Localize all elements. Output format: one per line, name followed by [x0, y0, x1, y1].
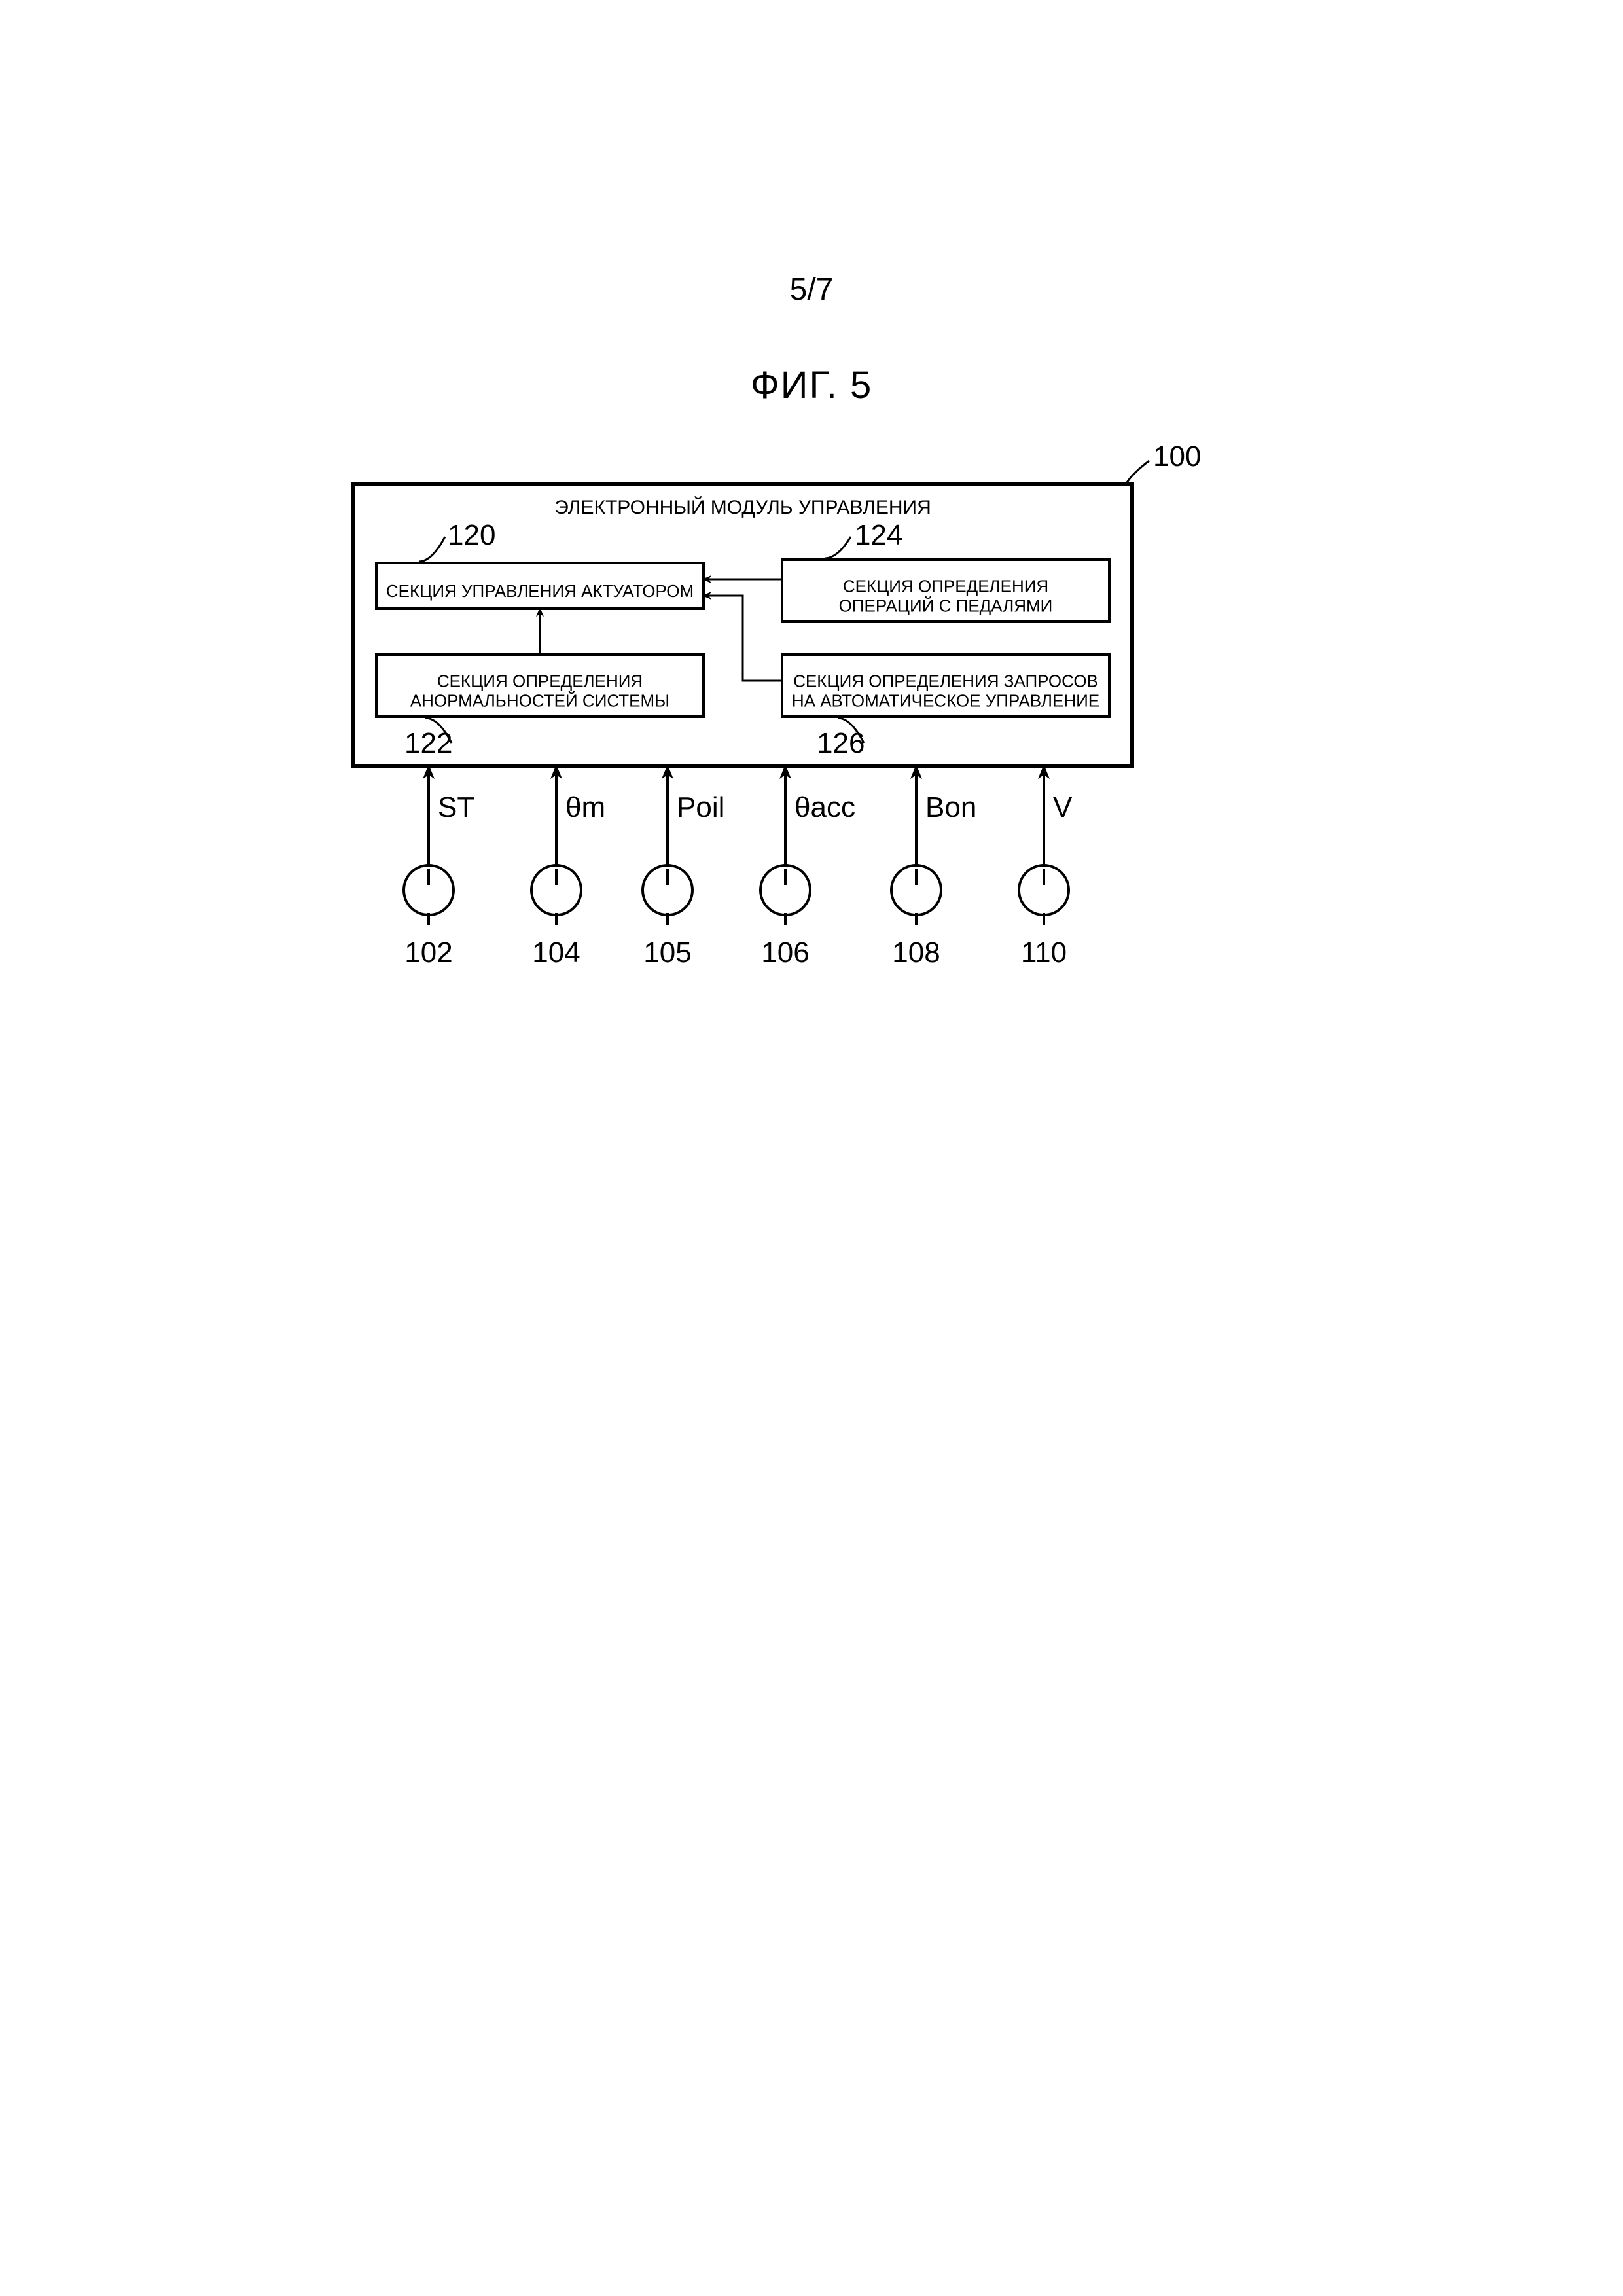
svg-text:НА АВТОМАТИЧЕСКОЕ УПРАВЛЕНИЕ: НА АВТОМАТИЧЕСКОЕ УПРАВЛЕНИЕ [792, 691, 1099, 710]
svg-text:124: 124 [855, 519, 902, 551]
svg-text:100: 100 [1153, 440, 1201, 473]
svg-text:104: 104 [532, 937, 580, 969]
svg-text:СЕКЦИЯ ОПРЕДЕЛЕНИЯ ЗАПРОСОВ: СЕКЦИЯ ОПРЕДЕЛЕНИЯ ЗАПРОСОВ [793, 671, 1098, 691]
svg-text:V: V [1053, 791, 1073, 823]
svg-text:120: 120 [448, 519, 495, 551]
svg-text:106: 106 [761, 937, 809, 969]
svg-text:126: 126 [817, 727, 865, 759]
svg-text:Bon: Bon [925, 791, 976, 823]
svg-text:ST: ST [438, 791, 474, 823]
svg-text:122: 122 [404, 727, 452, 759]
svg-text:105: 105 [643, 937, 691, 969]
svg-text:АНОРМАЛЬНОСТЕЙ СИСТЕМЫ: АНОРМАЛЬНОСТЕЙ СИСТЕМЫ [410, 691, 669, 710]
svg-text:СЕКЦИЯ УПРАВЛЕНИЯ АКТУАТОРОМ: СЕКЦИЯ УПРАВЛЕНИЯ АКТУАТОРОМ [386, 581, 694, 601]
diagram-svg: ЭЛЕКТРОННЫЙ МОДУЛЬ УПРАВЛЕНИЯ 100 СЕКЦИЯ У… [0, 0, 1623, 2296]
svg-text:СЕКЦИЯ ОПРЕДЕЛЕНИЯ: СЕКЦИЯ ОПРЕДЕЛЕНИЯ [437, 671, 643, 691]
svg-text:θacc: θacc [794, 791, 855, 823]
svg-text:102: 102 [404, 937, 452, 969]
svg-text:ЭЛЕКТРОННЫЙ МОДУЛЬ УПРАВЛЕНИЯ: ЭЛЕКТРОННЫЙ МОДУЛЬ УПРАВЛЕНИЯ [554, 496, 931, 518]
svg-text:θm: θm [565, 791, 605, 823]
svg-text:СЕКЦИЯ ОПРЕДЕЛЕНИЯ: СЕКЦИЯ ОПРЕДЕЛЕНИЯ [843, 576, 1048, 596]
svg-text:ОПЕРАЦИЙ С ПЕДАЛЯМИ: ОПЕРАЦИЙ С ПЕДАЛЯМИ [839, 596, 1053, 615]
svg-text:Poil: Poil [677, 791, 724, 823]
svg-text:110: 110 [1021, 937, 1067, 969]
svg-text:108: 108 [892, 937, 940, 969]
